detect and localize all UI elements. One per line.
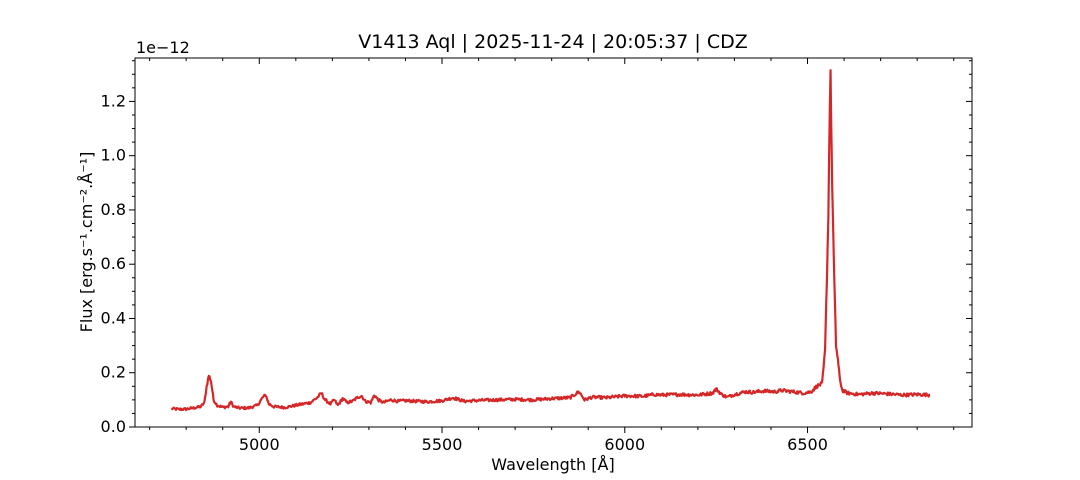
y-axis-label: Flux [erg.s⁻¹.cm⁻².Å⁻¹] <box>77 152 96 333</box>
x-tick-label: 6000 <box>604 435 645 454</box>
y-tick-label: 0.6 <box>101 254 126 273</box>
y-tick-label: 0.2 <box>101 363 126 382</box>
x-axis-label: Wavelength [Å] <box>491 455 614 474</box>
y-axis-offset-text: 1e−12 <box>136 38 190 57</box>
axes-frame <box>134 57 973 428</box>
x-tick-label: 5000 <box>239 435 280 454</box>
x-axis: 5000 5500 6000 6500 <box>149 58 955 454</box>
x-tick-label: 5500 <box>422 435 463 454</box>
spectrum-line <box>170 69 931 412</box>
y-axis: 0.0 0.2 0.4 0.6 0.8 1.0 1.2 <box>101 60 972 436</box>
y-tick-label: 0.8 <box>101 200 126 219</box>
chart-title: V1413 Aql | 2025-11-24 | 20:05:37 | CDZ <box>358 31 748 53</box>
plot-area <box>170 69 931 412</box>
y-tick-label: 1.0 <box>101 146 126 165</box>
y-tick-label: 1.2 <box>101 91 126 110</box>
y-tick-label: 0.0 <box>101 417 126 436</box>
x-tick-label: 6500 <box>787 435 828 454</box>
y-tick-label: 0.4 <box>101 308 126 327</box>
